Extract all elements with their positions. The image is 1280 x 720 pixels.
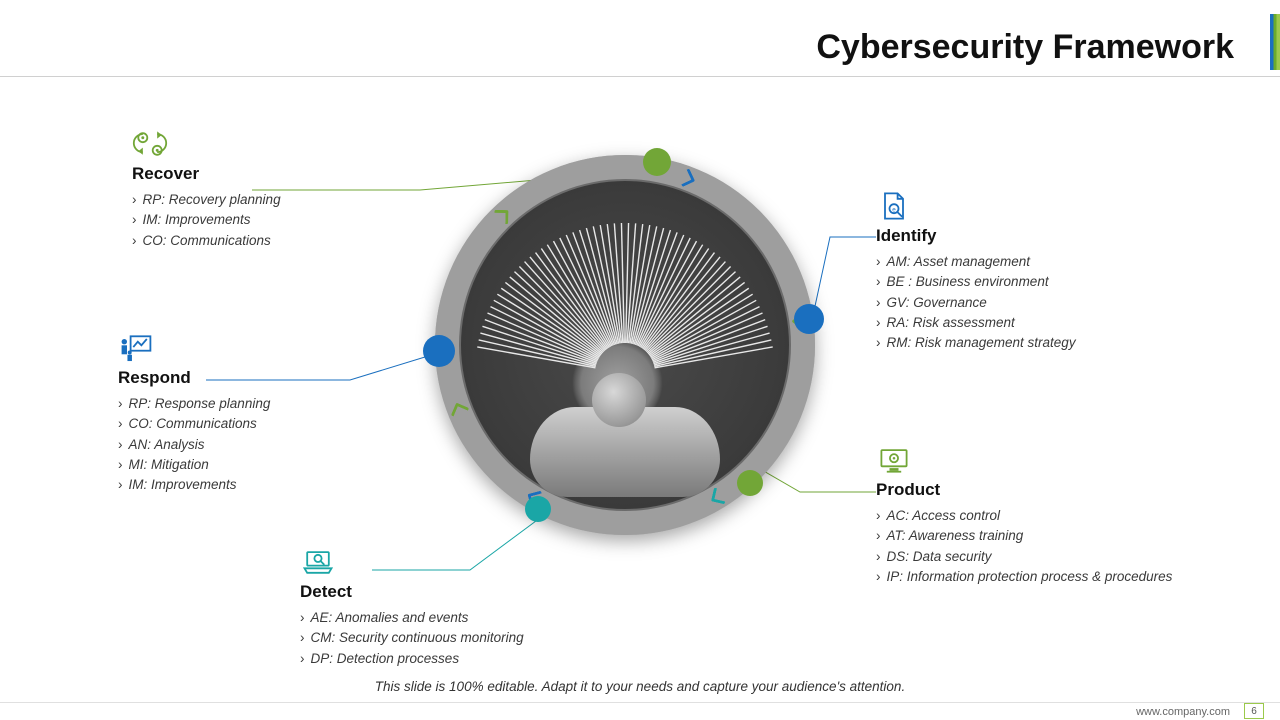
page-title: Cybersecurity Framework — [816, 28, 1234, 67]
item: AN: Analysis — [118, 435, 373, 455]
item: RP: Recovery planning — [132, 190, 387, 210]
item-list: RP: Recovery planningIM: ImprovementsCO:… — [132, 190, 387, 251]
block-heading: Product — [876, 480, 1176, 500]
item: CM: Security continuous monitoring — [300, 628, 555, 648]
item: DS: Data security — [876, 547, 1176, 567]
title-rule — [0, 76, 1280, 77]
doc-search-icon: e — [876, 190, 1176, 222]
block-heading: Respond — [118, 368, 373, 388]
cycle-gear-icon — [132, 128, 387, 160]
item: AM: Asset management — [876, 252, 1176, 272]
block-heading: Detect — [300, 582, 555, 602]
item: RM: Risk management strategy — [876, 333, 1176, 353]
svg-text:e: e — [892, 206, 896, 213]
item: GV: Governance — [876, 293, 1176, 313]
item: DP: Detection processes — [300, 649, 555, 669]
laptop-search-icon — [300, 546, 555, 578]
item: IM: Improvements — [132, 210, 387, 230]
item: CO: Communications — [118, 414, 373, 434]
node-detect — [525, 496, 551, 522]
accent-edge — [1270, 14, 1280, 70]
item-list: RP: Response planningCO: CommunicationsA… — [118, 394, 373, 495]
footnote: This slide is 100% editable. Adapt it to… — [0, 679, 1280, 694]
page-number: 6 — [1244, 703, 1264, 719]
wheel-hand — [530, 407, 720, 497]
item: AE: Anomalies and events — [300, 608, 555, 628]
presentation-icon — [118, 332, 373, 364]
block-heading: Recover — [132, 164, 387, 184]
item: AT: Awareness training — [876, 526, 1176, 546]
item-list: AE: Anomalies and eventsCM: Security con… — [300, 608, 555, 669]
item: IP: Information protection process & pro… — [876, 567, 1176, 587]
footer-bar — [0, 702, 1280, 720]
center-wheel — [435, 155, 815, 535]
node-identify — [794, 304, 824, 334]
footer-url: www.company.com — [1136, 706, 1230, 718]
node-recover — [643, 148, 671, 176]
monitor-gear-icon — [876, 444, 1176, 476]
block-detect: Detect AE: Anomalies and eventsCM: Secur… — [300, 546, 555, 669]
item: CO: Communications — [132, 231, 387, 251]
item: IM: Improvements — [118, 475, 373, 495]
block-respond: Respond RP: Response planningCO: Communi… — [118, 332, 373, 495]
block-heading: Identify — [876, 226, 1176, 246]
item-list: AM: Asset managementBE : Business enviro… — [876, 252, 1176, 353]
item-list: AC: Access controlAT: Awareness training… — [876, 506, 1176, 587]
item: MI: Mitigation — [118, 455, 373, 475]
item: BE : Business environment — [876, 272, 1176, 292]
block-recover: Recover RP: Recovery planningIM: Improve… — [132, 128, 387, 251]
block-identify: e Identify AM: Asset managementBE : Busi… — [876, 190, 1176, 353]
item: AC: Access control — [876, 506, 1176, 526]
item: RP: Response planning — [118, 394, 373, 414]
item: RA: Risk assessment — [876, 313, 1176, 333]
node-product — [737, 470, 763, 496]
block-product: Product AC: Access controlAT: Awareness … — [876, 444, 1176, 587]
